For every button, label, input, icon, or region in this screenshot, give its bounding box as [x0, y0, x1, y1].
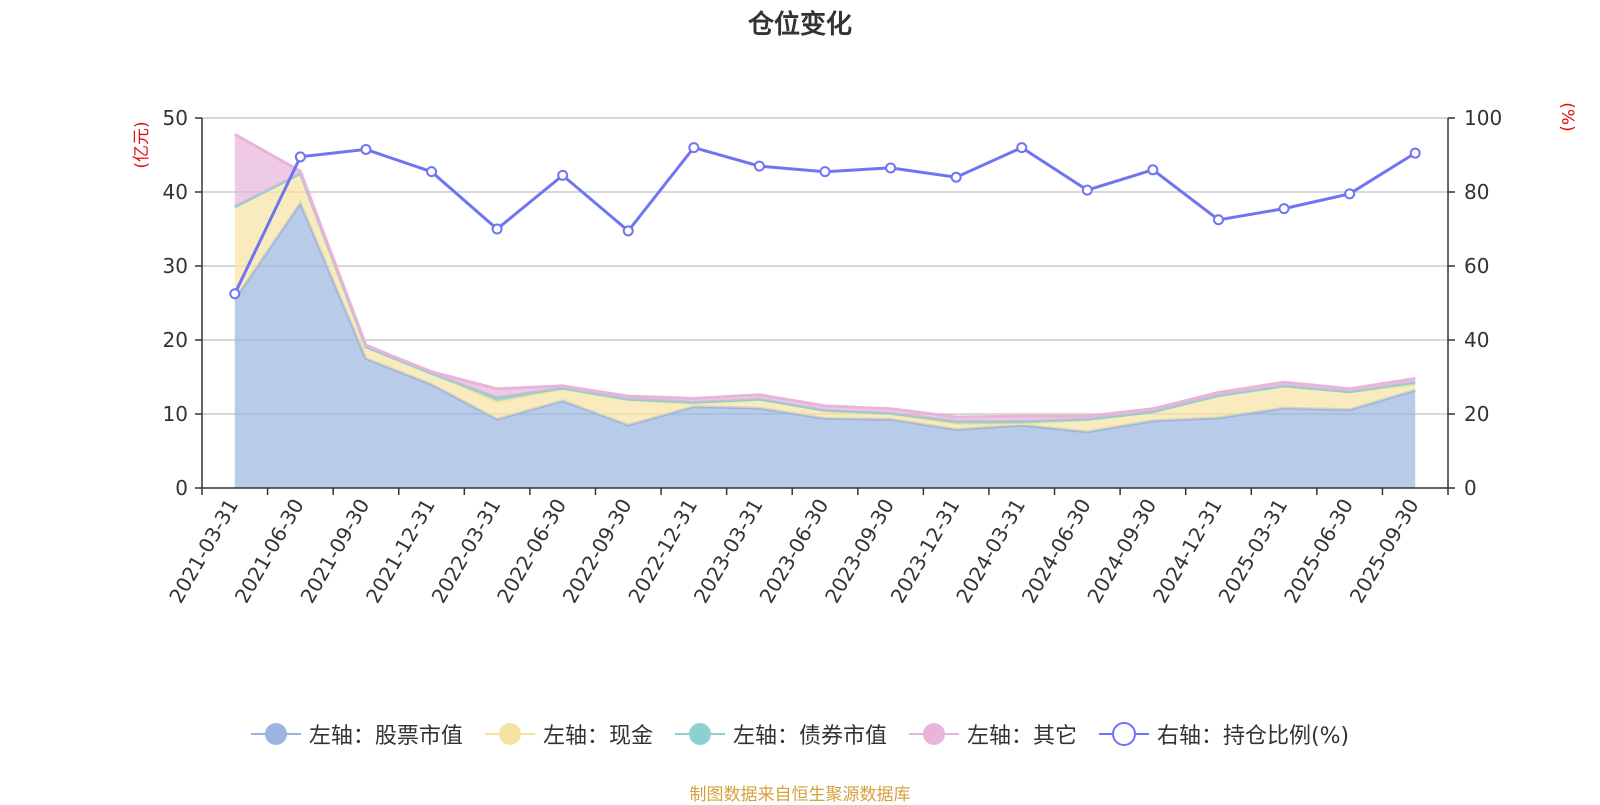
- ratio-point: [885, 162, 897, 174]
- right-tick-label: 80: [1464, 180, 1489, 204]
- x-tick-label: 2023-06-30: [754, 495, 833, 608]
- ratio-point: [557, 169, 569, 181]
- x-tick-label: 2024-06-30: [1017, 495, 1096, 608]
- x-tick-label: 2021-12-31: [361, 495, 440, 608]
- ratio-point: [294, 151, 306, 163]
- right-tick-label: 100: [1464, 106, 1502, 130]
- legend-label: 左轴：股票市值: [308, 724, 463, 749]
- legend-item-cash[interactable]: 左轴：现金: [484, 718, 653, 750]
- line-layer: [229, 142, 1421, 300]
- x-tick-label: 2025-06-30: [1279, 495, 1358, 608]
- x-tick-label: 2024-03-31: [951, 495, 1030, 608]
- ratio-legend-icon: [1098, 722, 1149, 746]
- x-tick-label: 2025-03-31: [1213, 495, 1292, 608]
- ratio-point: [819, 166, 831, 178]
- x-tick-label: 2021-06-30: [230, 495, 309, 608]
- ratio-point: [229, 288, 241, 300]
- ratio-point: [1212, 214, 1224, 226]
- x-tick-label: 2022-03-31: [427, 494, 506, 607]
- ratio-point: [1344, 188, 1356, 200]
- x-tick-label: 2021-03-31: [164, 495, 243, 608]
- chart-title: 仓位变化: [747, 10, 852, 40]
- right-tick-label: 0: [1464, 476, 1477, 500]
- area-layer: [233, 132, 1416, 488]
- legend-label: 左轴：现金: [542, 724, 653, 749]
- cash-legend-icon: [484, 723, 535, 745]
- chart-legend: 左轴：股票市值 左轴：现金 左轴：债券市值 左轴：其它 右轴：持仓比例(%): [0, 718, 1600, 750]
- x-tick-label: 2021-09-30: [295, 495, 374, 608]
- area-edge-3: [234, 132, 1416, 419]
- legend-item-stock[interactable]: 左轴：股票市值: [250, 718, 463, 750]
- legend-item-other[interactable]: 左轴：其它: [908, 718, 1077, 750]
- legend-item-bond[interactable]: 左轴：债券市值: [674, 718, 887, 750]
- ratio-point: [1278, 203, 1290, 215]
- legend-label: 右轴：持仓比例(%): [1156, 724, 1350, 749]
- right-axis-unit: (%): [1557, 102, 1577, 131]
- right-tick-label: 40: [1464, 328, 1489, 352]
- left-tick-label: 50: [163, 106, 188, 130]
- ratio-point: [491, 223, 503, 235]
- stock-legend-icon: [250, 723, 301, 745]
- left-tick-label: 10: [163, 402, 188, 426]
- ratio-point: [753, 160, 765, 172]
- left-tick-label: 20: [163, 328, 188, 352]
- ratio-point: [1409, 147, 1421, 159]
- legend-label: 左轴：债券市值: [732, 724, 887, 749]
- ratio-point: [622, 225, 634, 237]
- x-tick-label: 2024-09-30: [1082, 495, 1161, 608]
- ratio-point: [1081, 184, 1093, 196]
- x-tick-label: 2024-12-31: [1148, 495, 1227, 608]
- ratio-point: [360, 143, 372, 155]
- area-series-0: [234, 203, 1416, 488]
- ratio-point: [1147, 164, 1159, 176]
- left-tick-label: 40: [163, 180, 188, 204]
- left-axis-unit: (亿元): [132, 121, 152, 168]
- ratio-point: [1016, 142, 1028, 154]
- x-tick-label: 2023-03-31: [689, 495, 768, 608]
- right-tick-label: 20: [1464, 402, 1489, 426]
- ratio-point: [950, 171, 962, 183]
- right-tick-label: 60: [1464, 254, 1489, 278]
- ratio-point: [688, 142, 700, 154]
- legend-label: 左轴：其它: [966, 724, 1077, 749]
- source-note: 制图数据来自恒生聚源数据库: [689, 785, 911, 805]
- left-tick-label: 30: [163, 254, 188, 278]
- x-tick-label: 2023-09-30: [820, 495, 899, 608]
- x-tick-label: 2025-09-30: [1345, 495, 1424, 608]
- bond-legend-icon: [674, 723, 725, 745]
- area-series-1: [234, 173, 1416, 432]
- x-tick-label: 2022-09-30: [558, 495, 637, 608]
- legend-item-ratio[interactable]: 右轴：持仓比例(%): [1098, 718, 1350, 750]
- ratio-point: [426, 166, 438, 178]
- x-tick-label: 2022-06-30: [492, 495, 571, 608]
- left-tick-label: 0: [175, 476, 188, 500]
- x-tick-label: 2022-12-31: [623, 495, 702, 608]
- other-legend-icon: [908, 723, 959, 745]
- x-tick-label: 2023-12-31: [886, 495, 965, 608]
